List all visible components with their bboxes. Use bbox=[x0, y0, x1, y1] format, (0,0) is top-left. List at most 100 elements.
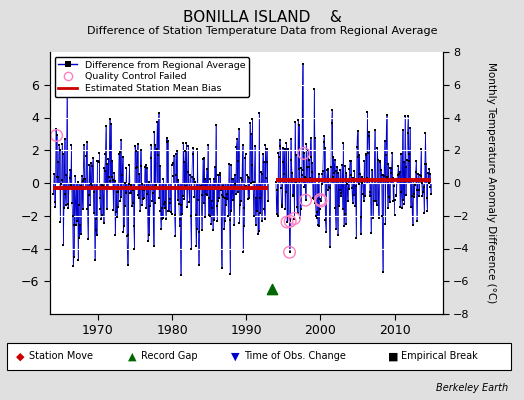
Point bbox=[97, 212, 106, 218]
Point bbox=[112, 189, 121, 196]
Point bbox=[196, 184, 204, 190]
Point bbox=[299, 167, 307, 173]
Point bbox=[159, 176, 168, 182]
Point bbox=[142, 204, 150, 211]
Point bbox=[286, 249, 294, 256]
Point bbox=[255, 110, 264, 116]
Point bbox=[280, 146, 289, 152]
Point bbox=[96, 205, 105, 212]
Point bbox=[249, 212, 258, 219]
Point bbox=[396, 203, 405, 210]
Point bbox=[413, 186, 422, 193]
Point bbox=[342, 170, 351, 176]
Point bbox=[410, 194, 419, 200]
Point bbox=[129, 187, 137, 194]
Point bbox=[358, 174, 367, 180]
Point bbox=[264, 197, 272, 204]
Point bbox=[116, 197, 124, 204]
Point bbox=[297, 206, 305, 212]
Point bbox=[69, 262, 78, 269]
Point bbox=[235, 220, 244, 226]
Point bbox=[193, 226, 201, 232]
Point bbox=[86, 202, 94, 208]
Point bbox=[227, 162, 235, 168]
Point bbox=[68, 200, 76, 207]
Point bbox=[335, 203, 343, 209]
Point bbox=[183, 204, 191, 210]
Point bbox=[361, 192, 369, 199]
Point bbox=[392, 193, 401, 199]
Point bbox=[284, 146, 292, 152]
Point bbox=[150, 129, 158, 135]
Point bbox=[313, 209, 322, 216]
Point bbox=[305, 163, 313, 170]
Point bbox=[319, 139, 328, 146]
Point bbox=[195, 229, 203, 236]
Point bbox=[338, 162, 346, 168]
Point bbox=[341, 162, 350, 169]
Point bbox=[290, 215, 299, 222]
Point bbox=[255, 228, 263, 234]
Point bbox=[314, 222, 322, 228]
Point bbox=[88, 182, 96, 189]
Point bbox=[278, 201, 286, 208]
Point bbox=[172, 151, 180, 158]
Point bbox=[332, 168, 341, 174]
Point bbox=[207, 221, 215, 227]
Point bbox=[322, 176, 331, 182]
Point bbox=[134, 192, 143, 198]
Point bbox=[87, 181, 95, 188]
Point bbox=[95, 150, 103, 156]
Point bbox=[156, 163, 164, 170]
Point bbox=[403, 156, 411, 163]
Point bbox=[224, 212, 233, 219]
Point bbox=[298, 172, 306, 178]
Point bbox=[106, 178, 115, 184]
Point bbox=[397, 188, 406, 195]
Point bbox=[363, 175, 371, 181]
Point bbox=[205, 213, 214, 219]
Point bbox=[334, 170, 343, 177]
Point bbox=[372, 198, 380, 205]
Point bbox=[128, 203, 136, 209]
Point bbox=[103, 161, 112, 168]
Point bbox=[52, 126, 60, 132]
Point bbox=[324, 187, 332, 194]
Point bbox=[77, 231, 85, 237]
Point bbox=[286, 249, 294, 256]
Point bbox=[364, 150, 372, 156]
Point bbox=[169, 160, 178, 167]
Point bbox=[347, 172, 355, 178]
Point bbox=[79, 177, 88, 184]
Point bbox=[206, 176, 215, 182]
Point bbox=[228, 197, 237, 203]
Point bbox=[222, 190, 231, 197]
Point bbox=[352, 235, 361, 241]
Text: Station Move: Station Move bbox=[29, 351, 93, 362]
Point bbox=[367, 166, 376, 173]
Point bbox=[219, 194, 227, 200]
Point bbox=[107, 121, 115, 128]
Point bbox=[369, 215, 377, 221]
Point bbox=[133, 141, 141, 147]
Point bbox=[354, 154, 362, 160]
Point bbox=[348, 200, 357, 206]
Point bbox=[362, 152, 370, 158]
Point bbox=[424, 170, 432, 176]
Point bbox=[274, 212, 282, 219]
Point bbox=[174, 201, 183, 208]
Point bbox=[294, 166, 303, 172]
Point bbox=[148, 186, 156, 192]
Point bbox=[166, 200, 174, 206]
Point bbox=[191, 179, 199, 186]
Point bbox=[398, 127, 407, 134]
Point bbox=[79, 206, 87, 212]
Point bbox=[384, 204, 392, 211]
Point bbox=[81, 176, 89, 182]
Point bbox=[311, 135, 319, 141]
Point bbox=[402, 164, 410, 170]
Point bbox=[137, 163, 146, 169]
Point bbox=[215, 172, 224, 178]
Point bbox=[203, 192, 212, 198]
Point bbox=[108, 177, 117, 183]
